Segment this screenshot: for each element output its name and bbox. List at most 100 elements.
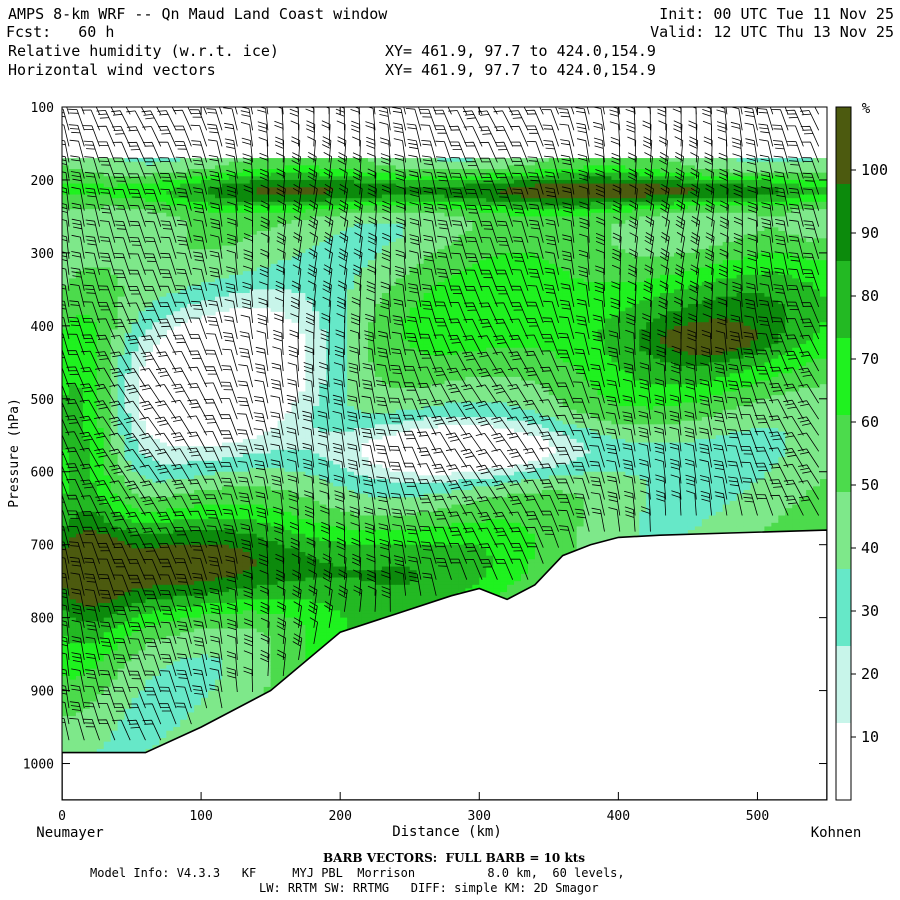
rh-cell xyxy=(201,256,209,261)
rh-cell xyxy=(68,577,77,582)
rh-cell xyxy=(173,530,181,535)
rh-cell xyxy=(89,300,98,305)
rh-cell xyxy=(256,551,265,557)
rh-cell xyxy=(82,522,91,528)
rh-cell xyxy=(131,716,140,721)
rh-cell xyxy=(68,176,77,181)
rh-cell xyxy=(180,460,188,466)
rh-cell xyxy=(117,526,126,531)
rh-cell xyxy=(96,737,105,743)
rh-cell xyxy=(68,274,77,280)
rh-cell xyxy=(284,296,293,301)
rh-cell xyxy=(166,493,174,498)
rh-cell xyxy=(235,650,244,655)
rh-cell xyxy=(228,705,237,710)
rh-cell xyxy=(131,734,140,739)
rh-cell xyxy=(173,169,181,174)
rh-cell xyxy=(159,628,167,633)
rh-cell xyxy=(166,449,174,455)
rh-cell xyxy=(194,588,202,593)
rh-cell xyxy=(152,712,160,717)
rh-cell xyxy=(221,668,230,673)
rh-cell xyxy=(228,216,237,221)
rh-cell xyxy=(96,201,105,207)
rh-cell xyxy=(242,260,251,265)
rh-cell xyxy=(62,241,70,247)
rh-cell xyxy=(187,716,195,721)
rh-cell xyxy=(277,646,286,652)
rh-cell xyxy=(96,424,105,429)
rh-cell xyxy=(194,697,202,703)
rh-cell xyxy=(89,293,98,298)
rh-cell xyxy=(103,555,112,560)
rh-cell xyxy=(242,303,251,309)
rh-cell xyxy=(117,333,126,338)
rh-cell xyxy=(103,293,112,298)
rh-cell xyxy=(249,238,258,243)
rh-cell xyxy=(96,460,105,466)
rh-cell xyxy=(166,479,174,484)
rh-cell xyxy=(256,610,265,615)
rh-cell xyxy=(82,613,91,619)
rh-cell xyxy=(235,493,244,498)
rh-cell xyxy=(180,205,188,210)
rh-cell xyxy=(62,209,70,214)
rh-cell xyxy=(89,471,98,476)
rh-cell xyxy=(215,249,223,254)
rh-cell xyxy=(89,241,98,247)
rh-cell xyxy=(62,260,70,265)
rh-cell xyxy=(215,551,223,557)
rh-cell xyxy=(75,296,84,301)
rh-cell xyxy=(124,285,133,290)
rh-cell xyxy=(103,526,112,531)
rh-cell xyxy=(82,289,91,294)
rh-cell xyxy=(277,307,286,312)
rh-cell xyxy=(145,263,153,269)
rh-cell xyxy=(208,223,216,228)
rh-cell xyxy=(215,231,223,236)
rh-cell xyxy=(103,417,112,422)
rh-cell xyxy=(62,318,70,323)
rh-cell xyxy=(82,635,91,641)
rh-cell xyxy=(228,588,237,593)
rh-cell xyxy=(68,617,77,622)
rh-cell xyxy=(228,661,237,666)
rh-cell xyxy=(270,201,279,207)
rh-cell xyxy=(103,442,112,447)
rh-cell xyxy=(221,486,230,491)
rh-cell xyxy=(187,548,195,553)
rh-cell xyxy=(159,617,167,622)
rh-cell xyxy=(110,457,119,462)
rh-cell xyxy=(215,508,223,513)
rh-cell xyxy=(89,460,98,466)
rh-cell xyxy=(131,551,140,557)
rh-cell xyxy=(180,635,188,641)
rh-cell xyxy=(145,344,153,349)
rh-cell xyxy=(208,234,216,239)
rh-cell xyxy=(117,314,126,320)
rh-cell xyxy=(277,555,286,560)
rh-cell xyxy=(235,285,244,290)
rh-cell xyxy=(173,555,181,560)
rh-cell xyxy=(159,650,167,655)
rh-cell xyxy=(256,234,265,239)
rh-cell xyxy=(187,165,195,170)
rh-cell xyxy=(201,457,209,462)
rh-cell xyxy=(159,515,167,520)
rh-cell xyxy=(166,475,174,480)
rh-cell xyxy=(89,238,98,243)
rh-cell xyxy=(62,727,70,732)
rh-cell xyxy=(228,537,237,542)
rh-cell xyxy=(228,205,237,210)
rh-cell xyxy=(138,293,147,298)
rh-cell xyxy=(277,635,286,641)
rh-cell xyxy=(138,212,147,218)
rh-cell xyxy=(159,449,167,455)
rh-cell xyxy=(75,628,84,633)
rh-cell xyxy=(75,249,84,254)
rh-cell xyxy=(152,486,160,491)
rh-cell xyxy=(89,158,98,163)
rh-cell xyxy=(235,271,244,276)
rh-cell xyxy=(103,643,112,648)
rh-cell xyxy=(277,639,286,644)
